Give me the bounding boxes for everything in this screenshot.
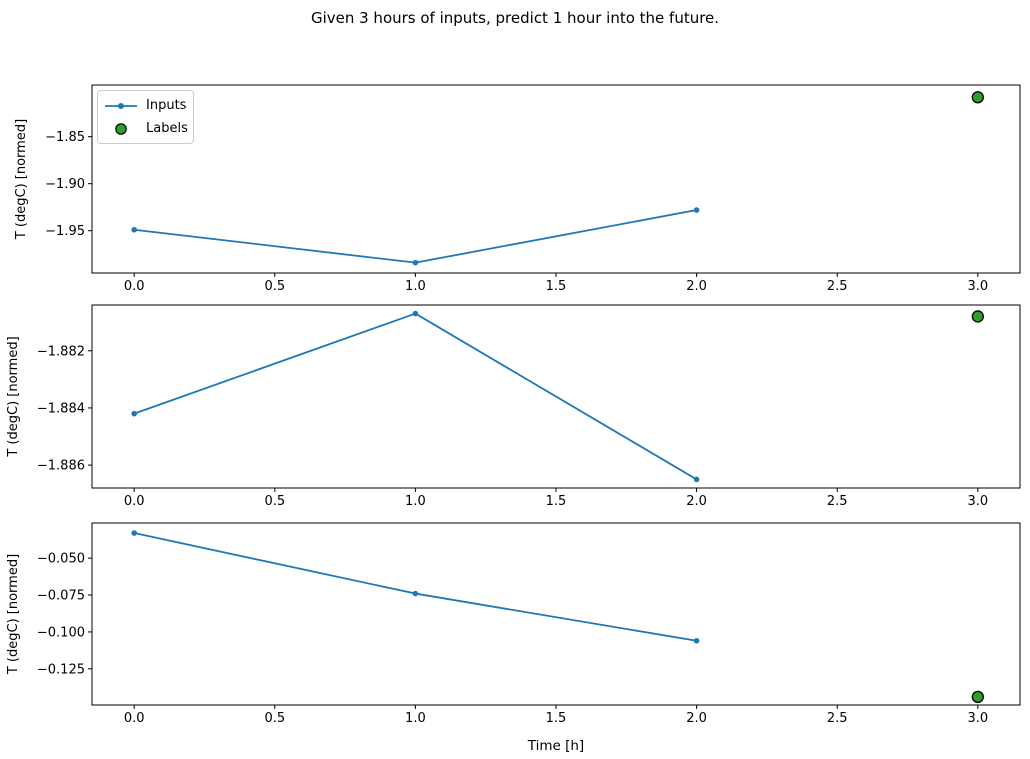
y-tick-label: −1.90 (45, 177, 85, 192)
subplot-2-ylabel: T (degC) [normed] (6, 336, 21, 457)
legend-item-inputs: Inputs (103, 94, 187, 117)
x-tick-label: 2.0 (686, 279, 707, 294)
x-tick-label: 0.5 (264, 711, 285, 726)
subplot-1: 0.0 0.5 1.0 1.5 2.0 2.5 3.0 −1.85 −1.90 −1.95 T (d… (14, 84, 1021, 294)
x-tick-label: 2.5 (827, 711, 848, 726)
x-tick-label: 2.0 (686, 494, 707, 509)
y-tick-label: −1.85 (45, 130, 85, 145)
legend: Inputs Labels (97, 90, 194, 144)
x-tick-label: 3.0 (967, 279, 988, 294)
subplot-3-ylabel: T (degC) [normed] (6, 554, 21, 675)
x-tick-label: 3.0 (967, 494, 988, 509)
subplot-1-input-marker (693, 207, 700, 213)
y-tick-label: −1.886 (37, 459, 85, 474)
x-tick-label: 3.0 (967, 711, 988, 726)
y-tick-label: −0.050 (37, 552, 85, 567)
subplot-1-inputs-line (133, 209, 698, 264)
subplot-3-label-point (971, 690, 984, 704)
y-tick-label: −0.125 (37, 662, 85, 677)
y-tick-label: −0.075 (37, 589, 85, 604)
subplot-3-axes (91, 522, 1021, 706)
x-tick-label: 1.5 (546, 279, 567, 294)
subplot-2-input-marker (131, 410, 137, 417)
legend-item-labels: Labels (103, 117, 188, 140)
xlabel: Time [h] (527, 738, 584, 754)
x-tick-label: 1.5 (546, 494, 567, 509)
y-tick-label: −0.100 (37, 625, 85, 640)
figure-title: Given 3 hours of inputs, predict 1 hour … (310, 9, 720, 27)
x-tick-label: 1.0 (405, 279, 426, 294)
x-tick-label: 0.5 (264, 494, 285, 509)
x-tick-label: 0.0 (124, 711, 145, 726)
y-tick-label: −1.95 (45, 224, 85, 239)
subplot-3: 0.0 0.5 1.0 1.5 2.0 2.5 3.0 −0.050 −0.075 −0.100 −… (6, 522, 1021, 754)
labels-legend-dot (115, 122, 127, 135)
subplot-2-input-marker (412, 310, 419, 317)
x-tick-label: 1.0 (405, 711, 426, 726)
subplot-1-input-marker (131, 226, 137, 233)
subplot-2-input-marker (693, 476, 700, 483)
legend-label-labels: Labels (146, 121, 188, 136)
subplot-2-label-point (971, 310, 984, 323)
y-tick-label: −1.882 (37, 344, 85, 359)
subplot-2-inputs-line (133, 312, 698, 481)
y-tick-label: −1.884 (37, 401, 85, 416)
x-tick-label: 2.5 (827, 279, 848, 294)
subplot-1-ylabel: T (degC) [normed] (14, 119, 29, 240)
subplot-3-input-marker (412, 590, 419, 597)
subplot-3-input-marker (131, 530, 137, 536)
inputs-legend-dot (118, 102, 124, 109)
inputs-line-marker-icon (105, 102, 137, 109)
subplot-1-label-point (971, 91, 984, 104)
x-tick-label: 1.5 (546, 711, 567, 726)
x-tick-label: 1.0 (405, 494, 426, 509)
subplot-1-input-marker (412, 259, 419, 266)
subplot-3-inputs-line (133, 532, 698, 642)
subplot-3-input-marker (693, 637, 700, 644)
x-tick-label: 0.0 (124, 494, 145, 509)
x-tick-label: 2.5 (827, 494, 848, 509)
legend-label-inputs: Inputs (146, 98, 187, 113)
subplot-1-axes (91, 84, 1021, 274)
x-tick-label: 0.5 (264, 279, 285, 294)
subplot-2: 0.0 0.5 1.0 1.5 2.0 2.5 3.0 −1.882 −1.884 −1.886 T… (6, 304, 1021, 509)
labels-circle-icon (115, 122, 127, 135)
x-tick-label: 2.0 (686, 711, 707, 726)
x-tick-label: 0.0 (124, 279, 145, 294)
